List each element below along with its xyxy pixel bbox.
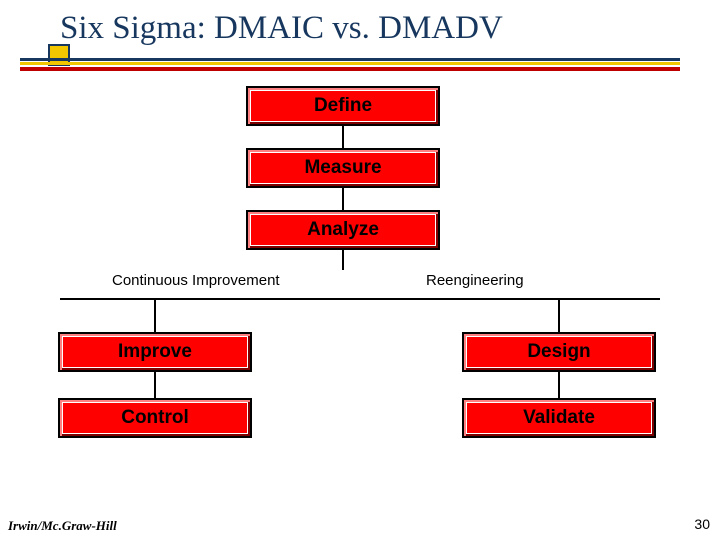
title-rule-yellow	[20, 62, 680, 65]
flow-box-define-label: Define	[250, 90, 436, 122]
flow-box-measure: Measure	[246, 148, 440, 188]
flow-box-improve: Improve	[58, 332, 252, 372]
flow-box-validate-label: Validate	[466, 402, 652, 434]
flow-box-validate: Validate	[462, 398, 656, 438]
slide-title: Six Sigma: DMAIC vs. DMADV	[60, 10, 700, 47]
flow-box-define: Define	[246, 86, 440, 126]
flow-box-measure-label: Measure	[250, 152, 436, 184]
flow-box-analyze-label: Analyze	[250, 214, 436, 246]
slide-title-area: Six Sigma: DMAIC vs. DMADV	[20, 10, 700, 47]
connector-7	[558, 372, 560, 398]
connector-2	[342, 250, 344, 270]
flow-box-control-label: Control	[62, 402, 248, 434]
page-number: 30	[694, 516, 710, 532]
connector-4	[154, 298, 156, 332]
title-rule-red	[20, 67, 680, 71]
flow-box-improve-label: Improve	[62, 336, 248, 368]
footer-attribution: Irwin/Mc.Graw-Hill	[8, 518, 117, 534]
connector-1	[342, 188, 344, 210]
flow-box-design: Design	[462, 332, 656, 372]
flow-box-control: Control	[58, 398, 252, 438]
connector-6	[154, 372, 156, 398]
title-rule-navy	[20, 58, 680, 61]
branch-label-reng: Reengineering	[426, 272, 524, 289]
flow-box-analyze: Analyze	[246, 210, 440, 250]
connector-5	[558, 298, 560, 332]
branch-label-ci: Continuous Improvement	[112, 272, 280, 289]
connector-0	[342, 126, 344, 148]
connector-3	[60, 298, 660, 300]
flow-box-design-label: Design	[466, 336, 652, 368]
